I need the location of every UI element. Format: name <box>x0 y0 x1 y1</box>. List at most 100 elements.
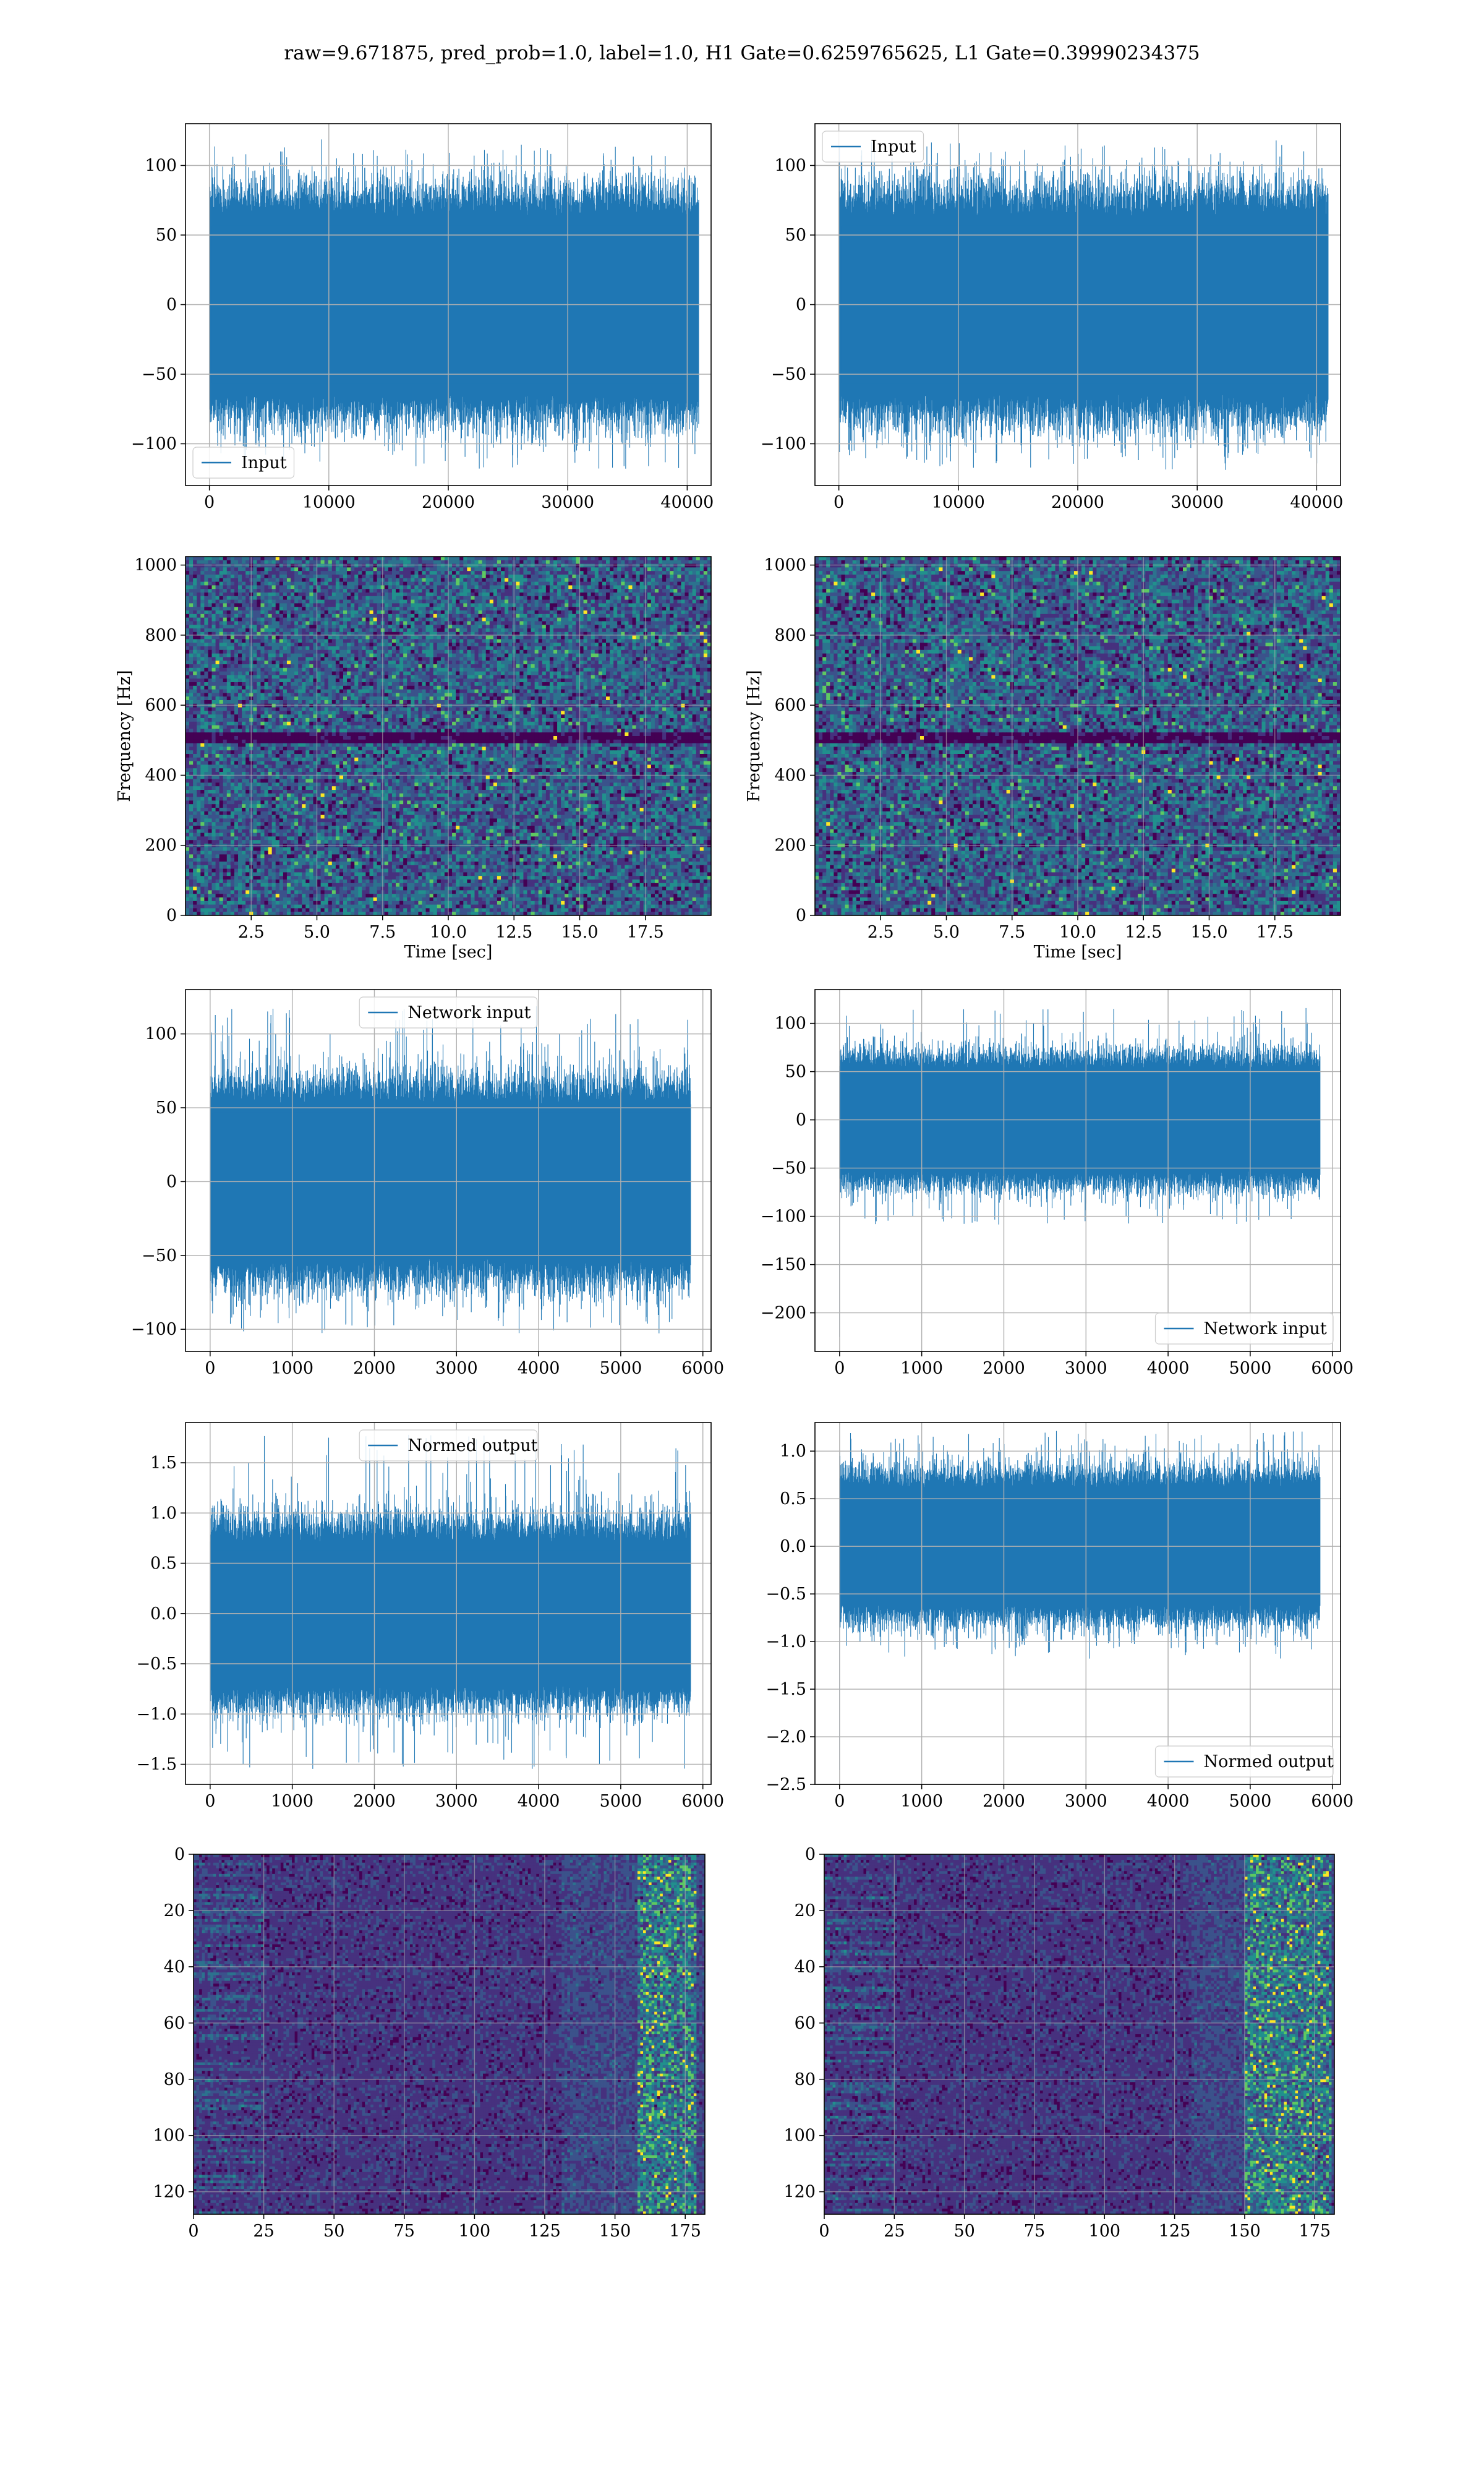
ytick-label: 0 <box>796 1111 806 1130</box>
legend: Network input <box>359 997 537 1028</box>
xtick-label: 0 <box>834 493 844 512</box>
xtick-label: 50 <box>323 2222 344 2241</box>
legend-label: Network input <box>1204 1319 1327 1338</box>
xtick-label: 0 <box>204 493 215 512</box>
subplot-r4-left: 0 1000 2000 3000 4000 5000 6000−1.5−1.0−0.50.0… <box>136 1423 724 1811</box>
xtick-label: 150 <box>599 2222 631 2241</box>
ytick-label: −50 <box>142 365 177 384</box>
xtick-label: 4000 <box>518 1792 560 1811</box>
ytick-label: 0 <box>796 906 806 925</box>
xtick-label: 3000 <box>435 1359 478 1378</box>
subplot-r2-right: 2.5 5.0 7.5 10.0 12.5 15.0 17.5020040060080010… <box>744 556 1341 962</box>
xtick-label: 10000 <box>932 493 985 512</box>
ytick-label: 50 <box>785 226 806 245</box>
subplot-r3-left: 0 1000 2000 3000 4000 5000 6000−100−50050100Ne… <box>131 990 724 1378</box>
xtick-label: 5000 <box>600 1359 642 1378</box>
ytick-label: 80 <box>164 2070 185 2089</box>
legend: Input <box>193 447 294 478</box>
xtick-label: 0 <box>834 1792 845 1811</box>
ytick-label: 1.5 <box>150 1453 177 1473</box>
xtick-label: 5000 <box>600 1792 642 1811</box>
ytick-label: 80 <box>795 2070 816 2089</box>
xtick-label: 7.5 <box>369 923 396 942</box>
xtick-label: 30000 <box>541 493 594 512</box>
xtick-label: 12.5 <box>495 923 532 942</box>
legend: Normed output <box>359 1430 537 1461</box>
xtick-label: 0 <box>819 2222 829 2241</box>
ytick-label: 100 <box>153 2126 185 2146</box>
xtick-label: 100 <box>1089 2222 1121 2241</box>
legend-label: Normed output <box>1204 1752 1334 1771</box>
ytick-label: −2.0 <box>765 1727 806 1747</box>
ytick-label: 1000 <box>764 556 806 575</box>
ytick-label: −1.5 <box>136 1755 177 1774</box>
xtick-label: 30000 <box>1171 493 1224 512</box>
xtick-label: 6000 <box>1311 1359 1354 1378</box>
xtick-label: 20000 <box>1051 493 1104 512</box>
ytick-label: 0 <box>174 1845 185 1864</box>
xtick-label: 20000 <box>422 493 475 512</box>
xtick-label: 2000 <box>353 1359 396 1378</box>
y-axis-label: Frequency [Hz] <box>744 670 764 802</box>
xtick-label: 125 <box>1159 2222 1191 2241</box>
xtick-label: 175 <box>669 2222 701 2241</box>
plot-area <box>210 1006 691 1333</box>
xtick-label: 75 <box>1024 2222 1045 2241</box>
xtick-label: 125 <box>529 2222 561 2241</box>
xtick-label: 1000 <box>900 1792 943 1811</box>
legend: Normed output <box>1156 1746 1334 1777</box>
ytick-label: 200 <box>145 836 177 855</box>
xtick-label: 75 <box>394 2222 415 2241</box>
xtick-label: 0 <box>205 1792 215 1811</box>
ytick-label: 50 <box>156 226 177 245</box>
ytick-label: −1.0 <box>765 1632 806 1651</box>
xtick-label: 25 <box>253 2222 274 2241</box>
ytick-label: 0 <box>166 296 177 315</box>
ytick-label: −100 <box>131 1320 177 1339</box>
xtick-label: 4000 <box>1147 1792 1190 1811</box>
ytick-label: 0 <box>166 1172 177 1191</box>
ytick-label: 0.5 <box>780 1489 806 1509</box>
ytick-label: 20 <box>164 1901 185 1920</box>
xtick-label: 2.5 <box>868 923 894 942</box>
ytick-label: −100 <box>131 435 177 454</box>
ytick-label: −1.5 <box>765 1680 806 1699</box>
xtick-label: 2000 <box>983 1359 1025 1378</box>
ytick-label: 100 <box>774 156 806 176</box>
xtick-label: 7.5 <box>999 923 1025 942</box>
xtick-label: 12.5 <box>1125 923 1162 942</box>
plot-area <box>840 1008 1320 1337</box>
xtick-label: 2000 <box>353 1792 396 1811</box>
x-axis-label: Time [sec] <box>1034 943 1122 962</box>
ytick-label: 0.5 <box>150 1554 177 1573</box>
legend-label: Normed output <box>407 1436 537 1455</box>
ytick-label: 40 <box>795 1958 816 1977</box>
legend-label: Input <box>871 137 916 156</box>
xtick-label: 1000 <box>271 1359 313 1378</box>
ytick-label: 120 <box>153 2183 185 2202</box>
ytick-label: 0 <box>796 296 806 315</box>
xtick-label: 10000 <box>302 493 356 512</box>
ytick-label: 100 <box>783 2126 816 2146</box>
xtick-label: 100 <box>459 2222 491 2241</box>
xtick-label: 150 <box>1229 2222 1261 2241</box>
ytick-label: 60 <box>164 2014 185 2033</box>
ytick-label: 60 <box>795 2014 816 2033</box>
ytick-label: 0 <box>166 906 177 925</box>
plot-area <box>210 1435 691 1769</box>
ytick-label: 800 <box>774 626 806 645</box>
ytick-label: −1.0 <box>136 1705 177 1724</box>
ytick-label: −50 <box>771 365 806 384</box>
x-axis-label: Time [sec] <box>404 943 493 962</box>
subplot-r2-left: 2.5 5.0 7.5 10.0 12.5 15.0 17.5020040060080010… <box>115 556 712 962</box>
xtick-label: 3000 <box>435 1792 478 1811</box>
y-axis-label: Frequency [Hz] <box>115 670 134 802</box>
plot-area <box>824 1854 1335 2215</box>
xtick-label: 1000 <box>900 1359 943 1378</box>
xtick-label: 0 <box>188 2222 198 2241</box>
xtick-label: 6000 <box>1311 1792 1354 1811</box>
ytick-label: 0.0 <box>150 1604 177 1624</box>
xtick-label: 4000 <box>518 1359 560 1378</box>
ytick-label: 200 <box>774 836 806 855</box>
